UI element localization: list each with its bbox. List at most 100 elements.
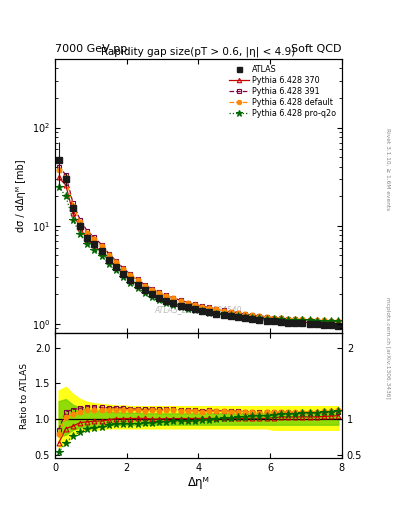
- Line: ATLAS: ATLAS: [56, 157, 341, 328]
- ATLAS: [329, 322, 334, 328]
- Pythia 6.428 default: [257, 313, 262, 319]
- ATLAS: [264, 317, 269, 324]
- Pythia 6.428 default: [164, 293, 169, 299]
- Pythia 6.428 pro-q2o: [71, 217, 75, 223]
- Pythia 6.428 default: [264, 314, 269, 320]
- Pythia 6.428 default: [107, 252, 111, 258]
- Pythia 6.428 pro-q2o: [272, 316, 276, 322]
- Pythia 6.428 default: [228, 309, 233, 315]
- Pythia 6.428 391: [164, 292, 169, 298]
- Pythia 6.428 391: [243, 311, 248, 317]
- ATLAS: [164, 297, 169, 304]
- Pythia 6.428 default: [85, 229, 90, 236]
- Pythia 6.428 default: [92, 236, 97, 242]
- Text: 7000 GeV pp: 7000 GeV pp: [55, 44, 127, 54]
- Pythia 6.428 391: [92, 234, 97, 241]
- ATLAS: [71, 205, 75, 211]
- Pythia 6.428 default: [307, 317, 312, 323]
- Pythia 6.428 default: [71, 203, 75, 209]
- Pythia 6.428 391: [286, 315, 290, 322]
- Pythia 6.428 default: [63, 175, 68, 181]
- ATLAS: [185, 305, 190, 311]
- Pythia 6.428 391: [200, 303, 204, 309]
- Pythia 6.428 pro-q2o: [257, 315, 262, 321]
- Pythia 6.428 370: [200, 307, 204, 313]
- Pythia 6.428 370: [221, 312, 226, 318]
- ATLAS: [221, 312, 226, 318]
- ATLAS: [135, 282, 140, 288]
- Pythia 6.428 391: [293, 316, 298, 323]
- ATLAS: [235, 314, 240, 321]
- Pythia 6.428 pro-q2o: [193, 307, 197, 313]
- ATLAS: [128, 277, 133, 283]
- Pythia 6.428 370: [300, 319, 305, 325]
- Legend: ATLAS, Pythia 6.428 370, Pythia 6.428 391, Pythia 6.428 default, Pythia 6.428 pr: ATLAS, Pythia 6.428 370, Pythia 6.428 39…: [227, 63, 338, 119]
- ATLAS: [149, 291, 154, 297]
- Pythia 6.428 370: [128, 276, 133, 283]
- Pythia 6.428 default: [157, 290, 162, 296]
- Pythia 6.428 pro-q2o: [314, 317, 319, 324]
- Pythia 6.428 default: [279, 315, 283, 322]
- Pythia 6.428 370: [56, 175, 61, 181]
- Pythia 6.428 pro-q2o: [329, 318, 334, 324]
- Pythia 6.428 391: [142, 282, 147, 288]
- Pythia 6.428 370: [63, 182, 68, 188]
- Pythia 6.428 default: [314, 317, 319, 323]
- Pythia 6.428 pro-q2o: [171, 302, 176, 308]
- Pythia 6.428 pro-q2o: [85, 241, 90, 247]
- Pythia 6.428 pro-q2o: [63, 193, 68, 199]
- Title: Rapidity gap size(pT > 0.6, |η| < 4.9): Rapidity gap size(pT > 0.6, |η| < 4.9): [101, 47, 296, 57]
- Line: Pythia 6.428 pro-q2o: Pythia 6.428 pro-q2o: [55, 183, 342, 325]
- Pythia 6.428 pro-q2o: [235, 313, 240, 319]
- Pythia 6.428 370: [272, 317, 276, 324]
- Pythia 6.428 391: [250, 312, 255, 318]
- Pythia 6.428 391: [63, 172, 68, 178]
- Pythia 6.428 370: [293, 319, 298, 325]
- Pythia 6.428 391: [128, 271, 133, 278]
- Pythia 6.428 pro-q2o: [157, 297, 162, 303]
- Pythia 6.428 370: [214, 310, 219, 316]
- Pythia 6.428 370: [178, 302, 183, 308]
- Pythia 6.428 370: [99, 249, 104, 255]
- Pythia 6.428 370: [321, 320, 326, 326]
- Pythia 6.428 pro-q2o: [336, 318, 341, 324]
- Pythia 6.428 default: [286, 315, 290, 322]
- Text: ATLAS_2012_I1084540: ATLAS_2012_I1084540: [155, 305, 242, 314]
- ATLAS: [178, 303, 183, 309]
- ATLAS: [92, 241, 97, 247]
- ATLAS: [314, 321, 319, 327]
- ATLAS: [157, 294, 162, 301]
- Pythia 6.428 370: [78, 225, 83, 231]
- Pythia 6.428 default: [250, 312, 255, 318]
- Pythia 6.428 pro-q2o: [307, 317, 312, 324]
- Pythia 6.428 370: [279, 318, 283, 324]
- ATLAS: [121, 271, 125, 278]
- Pythia 6.428 pro-q2o: [149, 294, 154, 300]
- Pythia 6.428 391: [214, 306, 219, 312]
- Pythia 6.428 370: [185, 304, 190, 310]
- Pythia 6.428 pro-q2o: [279, 316, 283, 323]
- Pythia 6.428 370: [250, 315, 255, 322]
- Pythia 6.428 391: [185, 300, 190, 306]
- Pythia 6.428 391: [221, 307, 226, 313]
- Pythia 6.428 pro-q2o: [214, 311, 219, 317]
- Pythia 6.428 pro-q2o: [200, 308, 204, 314]
- Pythia 6.428 default: [221, 308, 226, 314]
- ATLAS: [99, 248, 104, 254]
- Pythia 6.428 pro-q2o: [56, 184, 61, 190]
- Pythia 6.428 default: [135, 277, 140, 283]
- Pythia 6.428 pro-q2o: [107, 261, 111, 267]
- Pythia 6.428 pro-q2o: [300, 317, 305, 323]
- Pythia 6.428 391: [71, 200, 75, 206]
- Pythia 6.428 391: [336, 318, 341, 325]
- Pythia 6.428 391: [114, 258, 118, 264]
- Pythia 6.428 default: [78, 219, 83, 225]
- Pythia 6.428 default: [121, 266, 125, 272]
- Pythia 6.428 370: [307, 319, 312, 326]
- Pythia 6.428 391: [56, 163, 61, 169]
- Pythia 6.428 default: [300, 316, 305, 323]
- Pythia 6.428 370: [228, 313, 233, 319]
- Pythia 6.428 default: [128, 272, 133, 278]
- Pythia 6.428 370: [243, 315, 248, 321]
- Pythia 6.428 391: [78, 217, 83, 223]
